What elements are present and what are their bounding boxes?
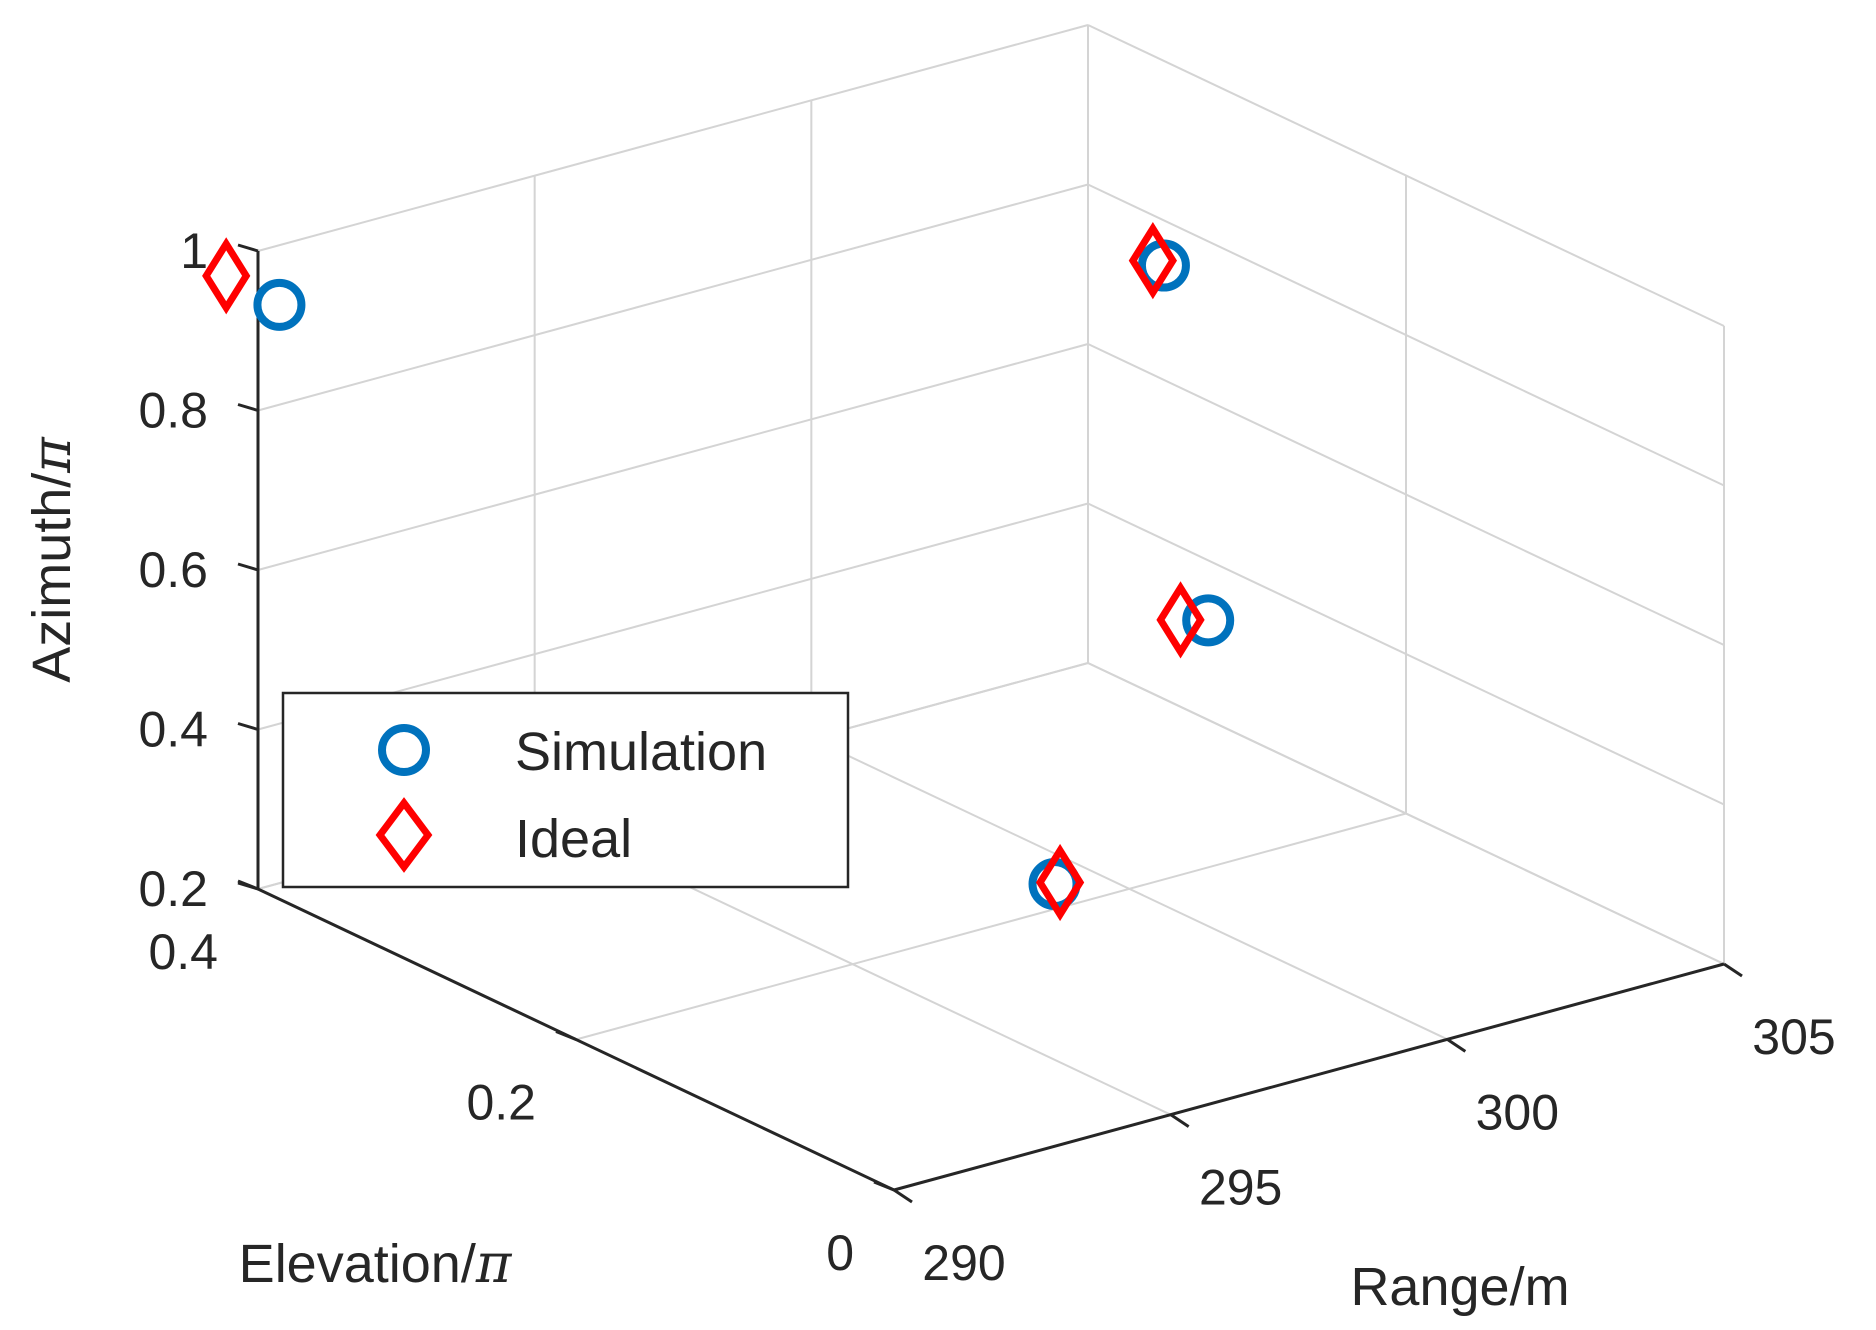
z-tick-label: 0.8 <box>138 383 208 439</box>
z-tick-label: 1 <box>180 223 208 279</box>
back-wall-gridline-z <box>257 343 1089 571</box>
back-wall-gridline-z <box>257 24 1089 252</box>
y-tick-label: 0.4 <box>148 924 218 980</box>
y-tick-mark <box>873 1180 895 1192</box>
legend-ideal-label: Ideal <box>515 809 632 869</box>
x-axis-line <box>893 962 1725 1192</box>
side-wall-gridline-z <box>1087 662 1725 965</box>
side-wall-gridline-z <box>1087 343 1725 646</box>
tick-labels: 290 295 300 305 0 0.2 0.4 0.2 0.4 0.6 0.8 1 <box>138 223 1835 1291</box>
floor-gridline-y <box>575 812 1407 1041</box>
z-tick-mark <box>237 881 259 891</box>
x-tick-label: 295 <box>1199 1160 1282 1216</box>
tick-marks <box>237 243 1743 1204</box>
y-axis-label: Elevation/π <box>239 1232 513 1295</box>
x-tick-label: 300 <box>1476 1084 1559 1140</box>
z-tick-mark <box>237 562 259 572</box>
ideal-marker <box>1035 843 1085 922</box>
z-tick-mark <box>237 243 259 253</box>
z-tick-label: 0.2 <box>138 861 208 917</box>
z-axis-label: Azimuth/π <box>20 436 83 683</box>
data-markers <box>202 221 1235 922</box>
x-tick-mark <box>1723 962 1743 978</box>
legend-simulation-marker <box>378 724 430 776</box>
y-tick-label: 0.2 <box>466 1075 536 1131</box>
side-wall-gridline-z <box>1087 183 1725 487</box>
x-tick-label: 305 <box>1752 1009 1835 1065</box>
ideal-marker <box>202 237 251 315</box>
x-tick-mark <box>1169 1113 1190 1128</box>
simulation-marker <box>1182 594 1235 647</box>
back-wall-gridline-z <box>257 183 1089 412</box>
legend: Simulation Ideal <box>281 691 850 889</box>
legend-ideal-marker <box>375 797 433 873</box>
x-tick-mark <box>1446 1038 1467 1053</box>
x-axis-label: Range/m <box>1350 1257 1569 1317</box>
y-tick-mark <box>555 1030 577 1041</box>
side-wall-gridline-z <box>1087 24 1725 327</box>
z-tick-mark <box>237 722 259 731</box>
z-tick-label: 0.4 <box>138 702 208 758</box>
legend-simulation-label: Simulation <box>515 722 767 782</box>
y-tick-label: 0 <box>826 1225 854 1281</box>
x-tick-mark <box>893 1188 913 1204</box>
ideal-marker <box>1156 581 1205 659</box>
z-tick-label: 0.6 <box>138 542 208 598</box>
side-wall-gridline-z <box>1087 502 1725 806</box>
legend-box <box>281 691 850 889</box>
z-tick-mark <box>237 403 259 412</box>
ideal-marker <box>1128 221 1177 300</box>
simulation-marker <box>253 278 306 331</box>
x-tick-label: 290 <box>922 1235 1005 1291</box>
